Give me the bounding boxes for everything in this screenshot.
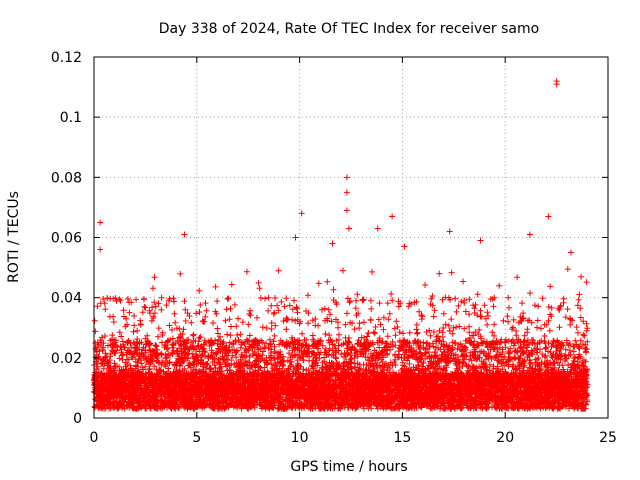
x-tick-label: 25 [599,430,617,446]
axis-ticks: 0 0.02 0.04 0.06 0.08 0.1 0.12 0 5 10 15 20 25 [51,50,617,446]
roti-point [97,219,104,226]
y-tick-label: 0.08 [51,170,82,186]
roti-point [97,246,104,253]
y-tick-label: 0 [73,411,82,427]
roti-point [292,234,299,241]
roti-point-cloud [91,266,591,412]
roti-point [181,231,188,238]
roti-point [298,210,305,217]
roti-point [345,225,352,232]
y-axis-label: ROTI / TECUs [6,191,22,283]
roti-point [553,81,560,88]
y-tick-label: 0.12 [51,50,82,66]
y-tick-label: 0.02 [51,351,82,367]
chart-title: Day 338 of 2024, Rate Of TEC Index for r… [159,21,539,37]
roti-point [329,240,336,247]
roti-point [343,174,350,181]
x-tick-label: 15 [393,430,411,446]
roti-point [401,243,408,250]
y-tick-label: 0.06 [51,231,82,247]
roti-point [526,231,533,238]
roti-point [389,213,396,220]
roti-point [343,189,350,196]
roti-point [446,228,453,235]
roti-point [374,225,381,232]
y-tick-label: 0.1 [60,110,82,126]
roti-point [545,213,552,220]
x-tick-label: 20 [496,430,514,446]
data-points [91,78,591,412]
x-tick-label: 10 [291,430,309,446]
roti-point [567,249,574,256]
x-axis-label: GPS time / hours [290,459,407,475]
x-tick-label: 5 [192,430,201,446]
x-tick-label: 0 [90,430,99,446]
y-tick-label: 0.04 [51,291,82,307]
roti-point [343,207,350,214]
roti-point [477,237,484,244]
